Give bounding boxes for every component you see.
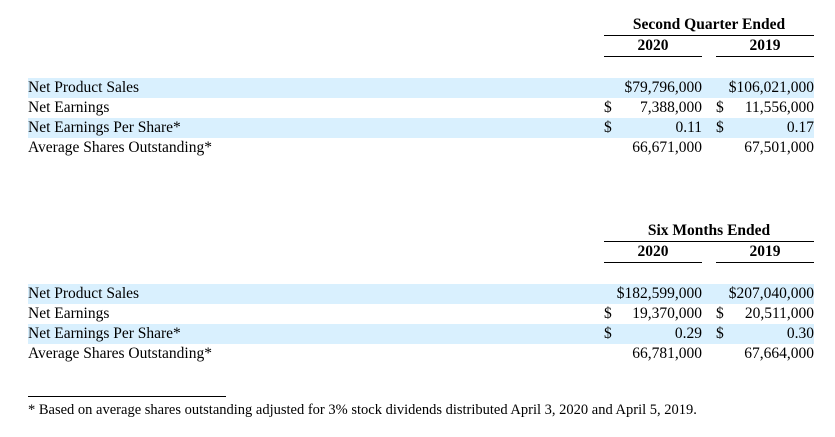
second-quarter-header: Second Quarter Ended 2020 2019 [604, 16, 814, 57]
footnote: * Based on average shares outstanding ad… [28, 402, 697, 418]
cell-2019: 67,664,000 [716, 344, 814, 364]
cell-2019: $ 20,511,000 [716, 304, 814, 324]
year-headers: 2020 2019 [604, 36, 814, 57]
value-2020: 66,781,000 [632, 345, 702, 362]
row-label: Net Earnings [28, 305, 110, 322]
value-2019: $106,021,000 [728, 79, 814, 96]
value-2019: 67,664,000 [744, 345, 814, 362]
table-row: Average Shares Outstanding* 66,671,000 6… [28, 138, 814, 158]
cell-2020: $ 19,370,000 [604, 304, 702, 324]
table-row: Net Earnings Per Share* $ 0.11 $ 0.17 [28, 118, 814, 138]
cell-2019: $ 11,556,000 [716, 98, 814, 118]
value-2020: 0.29 [674, 325, 702, 342]
cell-2020: 66,671,000 [604, 138, 702, 158]
value-2020: $79,796,000 [624, 79, 703, 96]
row-label: Net Product Sales [28, 285, 140, 302]
currency-symbol: $ [716, 305, 724, 322]
value-2019: 0.17 [786, 119, 814, 136]
value-2019: 11,556,000 [744, 99, 814, 116]
cell-2019: $106,021,000 [716, 78, 814, 98]
six-months-header: Six Months Ended 2020 2019 [604, 222, 814, 263]
currency-symbol: $ [604, 325, 612, 342]
currency-symbol: $ [716, 99, 724, 116]
cell-2019: 67,501,000 [716, 138, 814, 158]
value-2019: 67,501,000 [744, 139, 814, 156]
cell-2020: $79,796,000 [604, 78, 703, 98]
year-header-2019: 2019 [716, 242, 814, 263]
cell-2020: $ 7,388,000 [604, 98, 702, 118]
currency-symbol: $ [716, 325, 724, 342]
currency-symbol: $ [716, 119, 724, 136]
table-row: Average Shares Outstanding* 66,781,000 6… [28, 344, 814, 364]
currency-symbol: $ [604, 119, 612, 136]
cell-2019: $ 0.17 [716, 118, 814, 138]
value-2020: 7,388,000 [640, 99, 702, 116]
currency-symbol: $ [604, 99, 612, 116]
value-2020: 66,671,000 [632, 139, 702, 156]
year-header-2020: 2020 [604, 36, 702, 57]
value-2020: $182,599,000 [616, 285, 702, 302]
second-quarter-table: Net Product Sales $79,796,000 $106,021,0… [28, 78, 814, 158]
table-row: Net Earnings Per Share* $ 0.29 $ 0.30 [28, 324, 814, 344]
cell-2020: $ 0.29 [604, 324, 702, 344]
row-label: Average Shares Outstanding* [28, 345, 212, 362]
value-2019: $207,040,000 [728, 285, 814, 302]
table-row: Net Earnings $ 19,370,000 $ 20,511,000 [28, 304, 814, 324]
value-2019: 0.30 [786, 325, 814, 342]
footnote-divider [28, 396, 226, 397]
value-2020: 19,370,000 [632, 305, 702, 322]
table-row: Net Product Sales $79,796,000 $106,021,0… [28, 78, 814, 98]
value-2020: 0.11 [675, 119, 702, 136]
cell-2020: 66,781,000 [604, 344, 702, 364]
value-2019: 20,511,000 [744, 305, 814, 322]
row-label: Net Earnings Per Share* [28, 119, 181, 136]
six-months-table: Net Product Sales $182,599,000 $207,040,… [28, 284, 814, 364]
table-row: Net Earnings $ 7,388,000 $ 11,556,000 [28, 98, 814, 118]
cell-2020: $ 0.11 [604, 118, 702, 138]
row-label: Net Earnings [28, 99, 110, 116]
year-header-2019: 2019 [716, 36, 814, 57]
period-title: Six Months Ended [604, 222, 814, 242]
table-row: Net Product Sales $182,599,000 $207,040,… [28, 284, 814, 304]
cell-2019: $207,040,000 [716, 284, 814, 304]
year-header-2020: 2020 [604, 242, 702, 263]
cell-2019: $ 0.30 [716, 324, 814, 344]
row-label: Average Shares Outstanding* [28, 139, 212, 156]
cell-2020: $182,599,000 [604, 284, 702, 304]
period-title: Second Quarter Ended [604, 16, 814, 36]
row-label: Net Product Sales [28, 79, 140, 96]
currency-symbol: $ [604, 305, 612, 322]
row-label: Net Earnings Per Share* [28, 325, 181, 342]
year-headers: 2020 2019 [604, 242, 814, 263]
